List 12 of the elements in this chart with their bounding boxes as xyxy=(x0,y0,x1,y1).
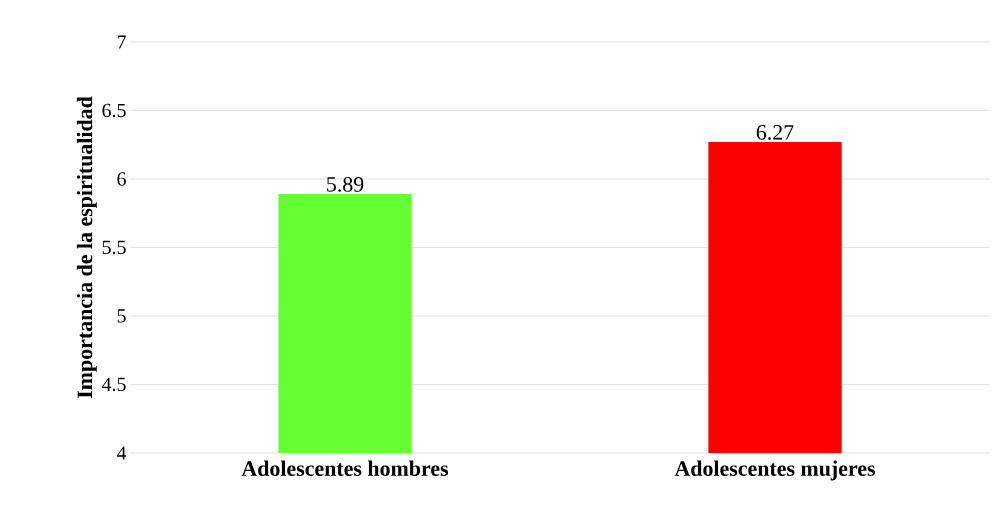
y-tick-label: 4.5 xyxy=(101,377,126,392)
data-label: 6.27 xyxy=(756,124,794,140)
y-axis-title: Importancia de la espiritualidad xyxy=(76,96,97,399)
y-tick-label: 5 xyxy=(117,309,126,323)
x-tick-label: Adolescentes hombres xyxy=(241,460,449,476)
y-tick-label: 6 xyxy=(117,172,126,186)
y-tick-label: 6.5 xyxy=(102,103,126,118)
y-tick-label: 5.5 xyxy=(102,240,126,255)
x-tick-label: Adolescentes mujeres xyxy=(674,460,876,481)
data-label: 5.89 xyxy=(327,176,364,192)
y-tick-label: 7 xyxy=(117,35,126,49)
y-tick-label: 4 xyxy=(116,446,127,460)
